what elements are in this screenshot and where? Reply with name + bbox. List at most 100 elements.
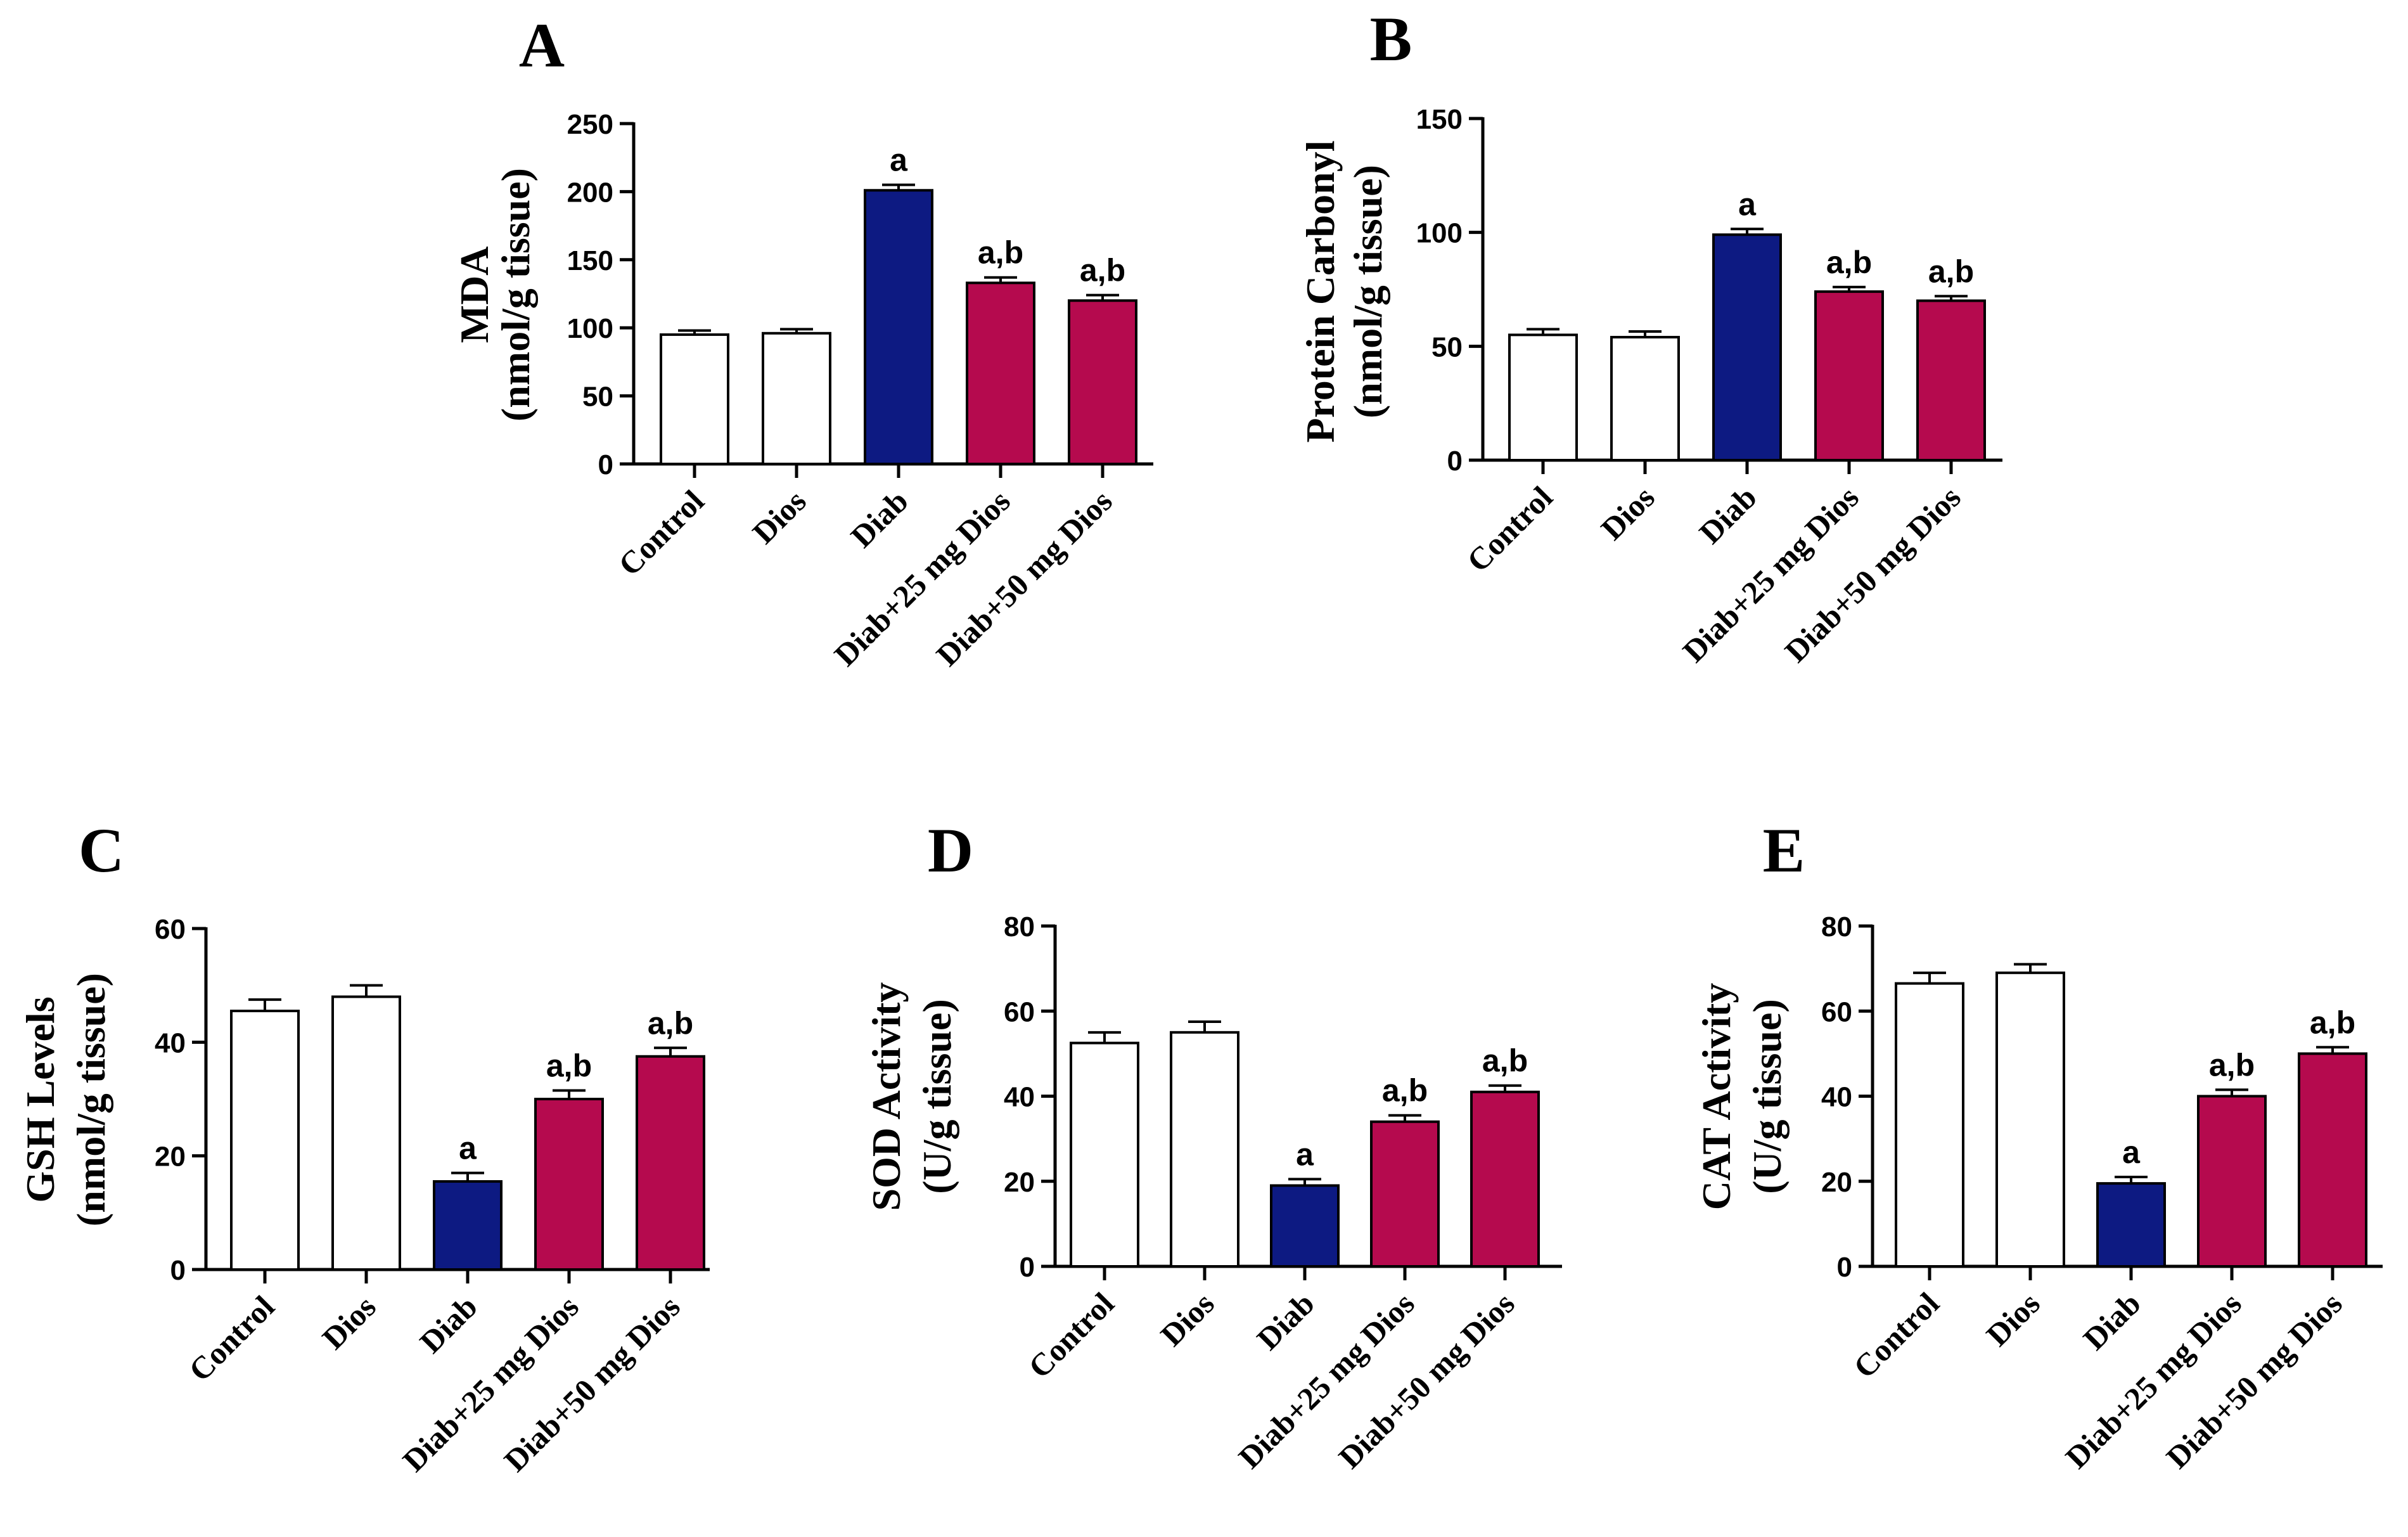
data-label-b-diab-50: a,b xyxy=(1928,254,1974,289)
data-label-a-diab: a xyxy=(890,143,908,178)
category-label-c-diab-25: Diab+25 mg Dios xyxy=(395,1289,585,1478)
bar-d-diab-50 xyxy=(1470,1090,1540,1268)
panel-letter-a: A xyxy=(519,10,565,80)
y-axis-unit-c: (nmol/g tissue) xyxy=(68,973,113,1226)
y-axis-unit-a: (nmol/g tissue) xyxy=(493,168,538,421)
y-tick-label-b-150: 150 xyxy=(1416,104,1463,135)
category-label-b-diab-25: Diab+25 mg Dios xyxy=(1675,479,1865,669)
category-label-c-diab: Diab xyxy=(413,1289,484,1360)
bar-e-control xyxy=(1895,982,1964,1268)
bar-c-diab xyxy=(433,1180,503,1271)
y-tick-label-e-20: 20 xyxy=(1821,1167,1852,1198)
data-label-b-diab-25: a,b xyxy=(1826,245,1872,280)
y-axis-unit-d: (U/g tissue) xyxy=(914,999,959,1194)
data-label-d-diab-25: a,b xyxy=(1382,1073,1428,1109)
bar-b-dios xyxy=(1610,335,1680,462)
bar-b-diab-25 xyxy=(1814,290,1884,461)
y-tick-label-a-150: 150 xyxy=(567,245,613,276)
category-label-a-control: Control xyxy=(612,483,711,582)
bar-d-diab-25 xyxy=(1370,1120,1440,1268)
y-tick-label-e-80: 80 xyxy=(1821,911,1852,942)
bar-d-control xyxy=(1070,1041,1139,1268)
category-label-a-diab: Diab xyxy=(843,483,914,554)
category-label-c-control: Control xyxy=(182,1289,281,1388)
y-axis-unit-e: (U/g tissue) xyxy=(1745,999,1790,1194)
panel-a: A MDA(nmol/g tissue) 0 50 100 150 200 250 Contro… xyxy=(452,10,1153,673)
y-axis-label-e: CAT Activity xyxy=(1694,983,1739,1211)
data-label-a-diab-25: a,b xyxy=(978,235,1023,271)
y-tick-label-b-0: 0 xyxy=(1447,446,1463,477)
y-axis-label-c: GSH Levels xyxy=(18,996,63,1202)
data-label-d-diab-50: a,b xyxy=(1482,1043,1528,1079)
y-tick-label-d-60: 60 xyxy=(1004,996,1035,1027)
category-label-e-control: Control xyxy=(1847,1285,1946,1385)
data-label-e-diab: a xyxy=(2122,1135,2141,1170)
panel-letter-b: B xyxy=(1370,4,1412,74)
y-tick-label-d-40: 40 xyxy=(1004,1082,1035,1113)
y-tick-label-d-0: 0 xyxy=(1020,1252,1035,1283)
y-tick-label-a-250: 250 xyxy=(567,109,613,140)
panel-d: D SOD Activity (U/g tissue) 0 20 40 60 80 Contro… xyxy=(864,815,1562,1476)
category-label-e-diab-25: Diab+25 mg Dios xyxy=(2058,1285,2248,1475)
panel-c: C GSH Levels (nmol/g tissue) 0 20 40 60 Control… xyxy=(18,815,710,1479)
bar-d-dios xyxy=(1170,1031,1239,1268)
bar-a-diab-50 xyxy=(1068,299,1137,465)
bar-b-diab-50 xyxy=(1916,299,1986,462)
category-label-d-diab-25: Diab+25 mg Dios xyxy=(1231,1285,1421,1475)
y-tick-label-e-40: 40 xyxy=(1821,1082,1852,1113)
category-label-c-dios: Dios xyxy=(315,1289,382,1356)
bar-d-diab xyxy=(1270,1184,1340,1268)
category-label-e-diab-50: Diab+50 mg Dios xyxy=(2159,1285,2348,1475)
bar-c-diab-25 xyxy=(534,1098,604,1271)
y-tick-label-b-100: 100 xyxy=(1416,218,1463,249)
y-tick-label-a-50: 50 xyxy=(582,382,613,413)
y-tick-label-c-40: 40 xyxy=(155,1027,186,1058)
bar-e-diab-25 xyxy=(2197,1095,2267,1268)
bar-e-diab-50 xyxy=(2298,1052,2367,1268)
category-label-e-dios: Dios xyxy=(1979,1285,2046,1353)
y-tick-label-e-0: 0 xyxy=(1837,1252,1852,1283)
y-tick-label-a-100: 100 xyxy=(567,313,613,344)
y-tick-label-a-0: 0 xyxy=(598,449,613,480)
bar-e-diab xyxy=(2096,1182,2166,1268)
bar-b-control xyxy=(1508,333,1578,461)
data-label-d-diab: a xyxy=(1296,1136,1314,1172)
data-label-c-diab-25: a,b xyxy=(546,1048,592,1084)
y-tick-label-c-20: 20 xyxy=(155,1141,186,1173)
data-label-e-diab-50: a,b xyxy=(2310,1005,2355,1040)
bar-b-diab xyxy=(1712,233,1782,461)
y-tick-label-d-20: 20 xyxy=(1004,1167,1035,1198)
bar-a-diab xyxy=(864,189,933,465)
data-label-c-diab-50: a,b xyxy=(648,1005,693,1041)
y-axis-label-b: Protein Carbonyl xyxy=(1298,140,1343,442)
bar-a-diab-25 xyxy=(966,281,1035,465)
category-label-a-diab-25: Diab+25 mg Dios xyxy=(827,483,1016,672)
y-tick-label-e-60: 60 xyxy=(1821,996,1852,1027)
panel-letter-d: D xyxy=(928,815,973,885)
category-label-b-control: Control xyxy=(1460,479,1559,579)
bar-c-control xyxy=(230,1010,300,1271)
data-label-b-diab: a xyxy=(1738,186,1757,222)
category-label-b-diab: Diab xyxy=(1692,479,1763,550)
bar-a-control xyxy=(660,333,729,465)
category-label-e-diab: Diab xyxy=(2076,1285,2147,1356)
y-axis-label-a: MDA xyxy=(452,247,497,344)
bar-c-diab-50 xyxy=(636,1055,705,1271)
category-label-d-diab-50: Diab+50 mg Dios xyxy=(1331,1285,1521,1475)
category-label-d-diab: Diab xyxy=(1250,1285,1321,1356)
y-tick-label-c-60: 60 xyxy=(155,914,186,945)
y-tick-label-d-80: 80 xyxy=(1004,911,1035,942)
category-label-d-control: Control xyxy=(1021,1285,1121,1385)
y-axis-unit-b: (nmol/g tissue) xyxy=(1345,165,1390,418)
y-tick-label-a-200: 200 xyxy=(567,177,613,208)
category-label-b-dios: Dios xyxy=(1594,479,1661,546)
data-label-e-diab-25: a,b xyxy=(2209,1047,2255,1083)
data-label-a-diab-50: a,b xyxy=(1080,253,1125,288)
bar-a-dios xyxy=(762,331,831,465)
panel-e: E CAT Activity (U/g tissue) 0 20 40 60 80 Contro… xyxy=(1694,815,2383,1476)
panel-letter-e: E xyxy=(1763,815,1805,885)
category-label-a-diab-50: Diab+50 mg Dios xyxy=(929,483,1118,672)
y-tick-label-b-50: 50 xyxy=(1431,331,1463,363)
category-label-b-diab-50: Diab+50 mg Dios xyxy=(1777,479,1967,669)
